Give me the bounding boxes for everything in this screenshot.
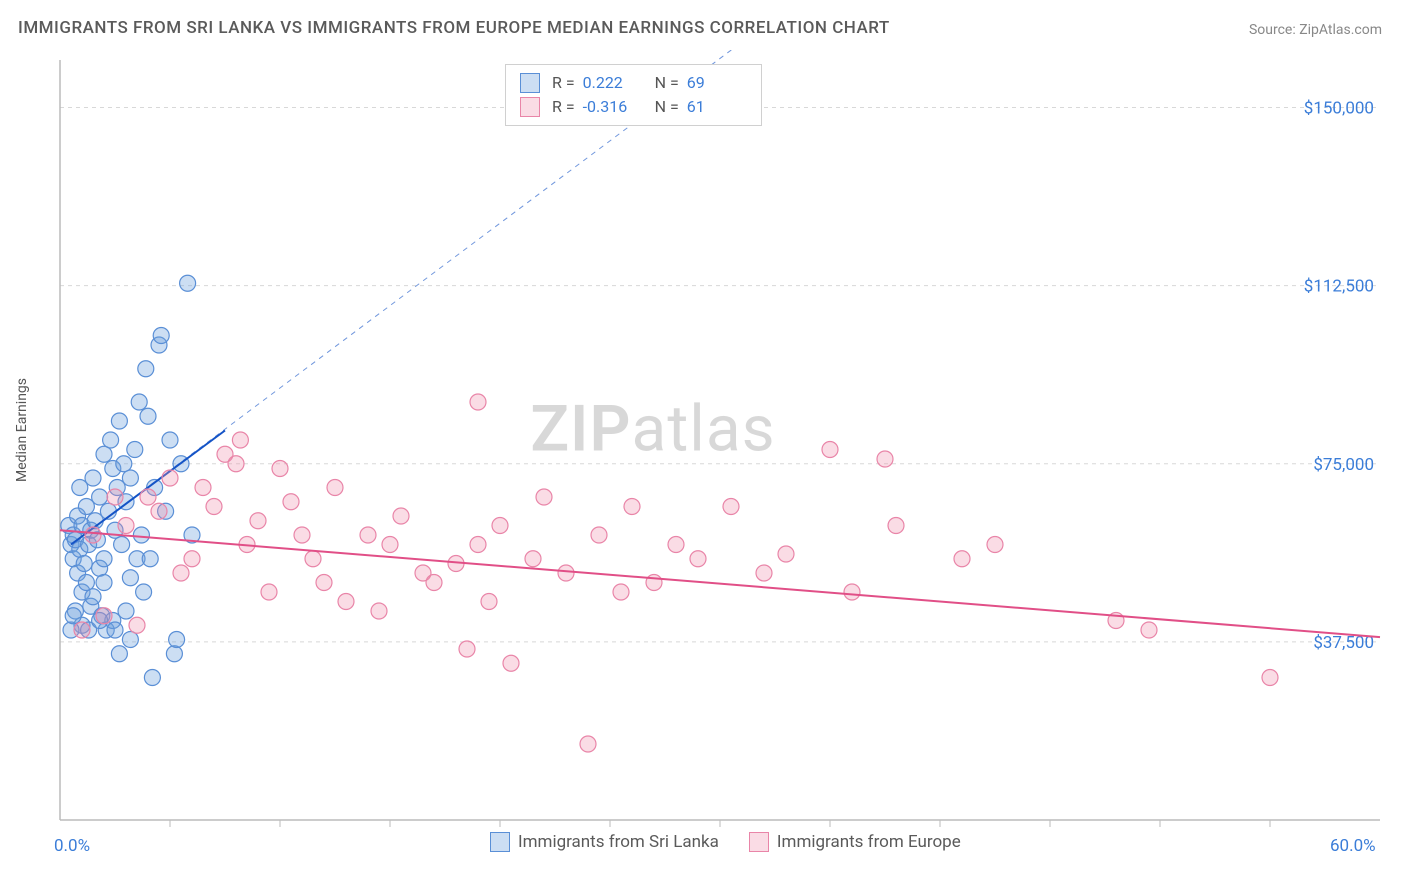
legend-series: Immigrants from Sri Lanka Immigrants from… — [490, 832, 961, 852]
x-axis-min-label: 0.0% — [54, 836, 90, 856]
legend-corr-row: R =-0.316N =61 — [520, 95, 747, 119]
chart-plot-area: $37,500$75,000$112,500$150,000 ZIPatlas … — [50, 50, 1390, 840]
legend-series-item: Immigrants from Sri Lanka — [490, 832, 719, 852]
legend-series-item: Immigrants from Europe — [749, 832, 961, 852]
svg-text:$150,000: $150,000 — [1304, 99, 1374, 119]
legend-swatch — [520, 73, 540, 93]
svg-text:$112,500: $112,500 — [1304, 277, 1374, 297]
x-axis-max-label: 60.0% — [1330, 836, 1376, 856]
legend-correlation-box: R =0.222N =69R =-0.316N =61 — [505, 64, 762, 126]
chart-title: IMMIGRANTS FROM SRI LANKA VS IMMIGRANTS … — [18, 18, 890, 38]
legend-swatch — [490, 832, 510, 852]
scatter-plot-svg: $37,500$75,000$112,500$150,000 — [50, 50, 1390, 840]
legend-swatch — [749, 832, 769, 852]
legend-swatch — [520, 97, 540, 117]
y-axis-label: Median Earnings — [14, 378, 30, 482]
source-attribution: Source: ZipAtlas.com — [1249, 22, 1382, 38]
svg-text:$75,000: $75,000 — [1313, 455, 1374, 475]
legend-corr-row: R =0.222N =69 — [520, 71, 747, 95]
